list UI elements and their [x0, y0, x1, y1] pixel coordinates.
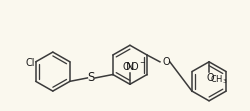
Text: Cl: Cl — [25, 58, 35, 68]
Text: O: O — [206, 73, 214, 83]
Text: O: O — [162, 57, 170, 67]
Text: CH$_3$: CH$_3$ — [210, 73, 228, 86]
Text: N: N — [126, 62, 134, 72]
Text: S: S — [88, 71, 95, 84]
Text: O: O — [122, 62, 130, 72]
Text: O$^-$: O$^-$ — [130, 60, 146, 72]
